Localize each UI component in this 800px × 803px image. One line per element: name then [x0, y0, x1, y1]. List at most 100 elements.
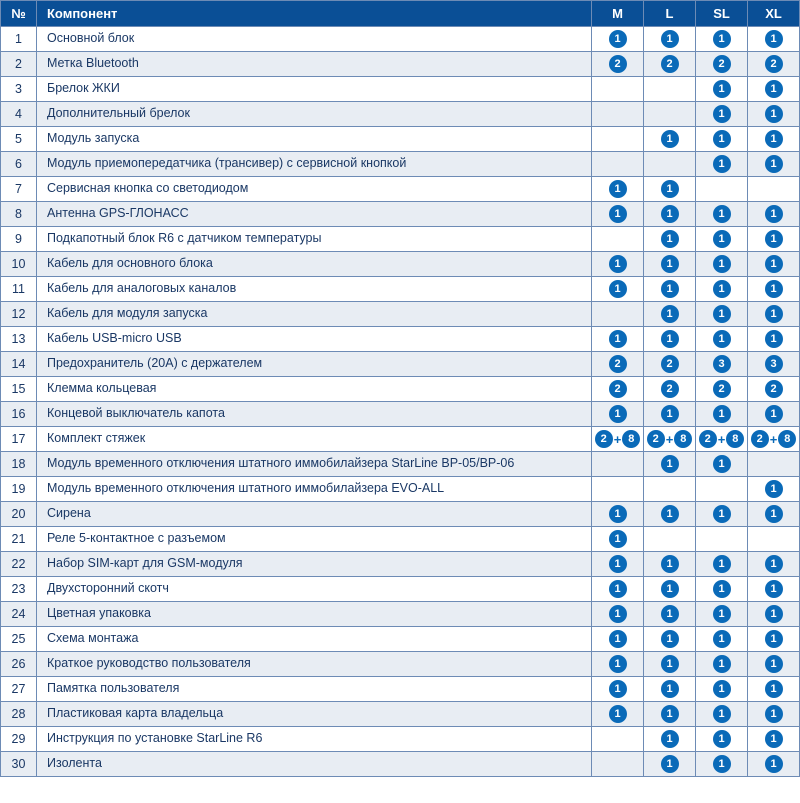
row-value: 1 [644, 702, 696, 727]
row-component: Дополнительный брелок [37, 102, 592, 127]
row-number: 3 [1, 77, 37, 102]
row-value: 1 [748, 327, 800, 352]
row-component: Метка Bluetooth [37, 52, 592, 77]
table-row: 21Реле 5-контактное с разъемом1 [1, 527, 800, 552]
table-row: 9Подкапотный блок R6 с датчиком температ… [1, 227, 800, 252]
header-col-sl: SL [696, 1, 748, 27]
row-number: 14 [1, 352, 37, 377]
row-value: 1 [696, 502, 748, 527]
row-number: 30 [1, 752, 37, 777]
row-value: 1 [748, 577, 800, 602]
header-col-xl: XL [748, 1, 800, 27]
table-row: 24Цветная упаковка1111 [1, 602, 800, 627]
row-value: 2 [592, 52, 644, 77]
row-value: 1 [592, 277, 644, 302]
row-component: Кабель для основного блока [37, 252, 592, 277]
row-value: 1 [644, 577, 696, 602]
row-value [748, 452, 800, 477]
row-value: 1 [644, 177, 696, 202]
row-number: 13 [1, 327, 37, 352]
row-value: 1 [592, 652, 644, 677]
table-row: 5Модуль запуска111 [1, 127, 800, 152]
row-value: 1 [748, 727, 800, 752]
table-row: 13Кабель USB-micro USB1111 [1, 327, 800, 352]
row-number: 8 [1, 202, 37, 227]
table-row: 26Краткое руководство пользователя1111 [1, 652, 800, 677]
row-value [748, 527, 800, 552]
row-value: 1 [592, 27, 644, 52]
row-value: 1 [748, 252, 800, 277]
row-component: Модуль запуска [37, 127, 592, 152]
row-value: 1 [644, 502, 696, 527]
row-value: 1 [696, 277, 748, 302]
row-value [592, 477, 644, 502]
row-number: 18 [1, 452, 37, 477]
row-value [592, 302, 644, 327]
row-number: 12 [1, 302, 37, 327]
row-value: 1 [696, 302, 748, 327]
row-value: 1 [748, 652, 800, 677]
row-value [696, 527, 748, 552]
row-value: 1 [696, 602, 748, 627]
row-value [592, 127, 644, 152]
row-value: 1 [696, 702, 748, 727]
row-value: 2 [644, 52, 696, 77]
row-component: Модуль временного отключения штатного им… [37, 452, 592, 477]
row-component: Кабель для модуля запуска [37, 302, 592, 327]
row-number: 1 [1, 27, 37, 52]
table-row: 23Двухсторонний скотч1111 [1, 577, 800, 602]
row-value: 2 [696, 52, 748, 77]
row-number: 11 [1, 277, 37, 302]
row-number: 27 [1, 677, 37, 702]
table-row: 11Кабель для аналоговых каналов1111 [1, 277, 800, 302]
row-component: Двухсторонний скотч [37, 577, 592, 602]
table-row: 1Основной блок1111 [1, 27, 800, 52]
row-value: 1 [592, 627, 644, 652]
row-value [592, 77, 644, 102]
row-value: 1 [592, 252, 644, 277]
row-value: 1 [696, 552, 748, 577]
row-value: 1 [644, 752, 696, 777]
row-value [644, 477, 696, 502]
row-value [644, 102, 696, 127]
row-value: 1 [644, 552, 696, 577]
row-value: 2 [696, 377, 748, 402]
row-value: 1 [696, 577, 748, 602]
table-row: 30Изолента111 [1, 752, 800, 777]
table-row: 20Сирена1111 [1, 502, 800, 527]
row-value: 1 [696, 227, 748, 252]
header-col-m: M [592, 1, 644, 27]
row-number: 17 [1, 427, 37, 452]
table-row: 12Кабель для модуля запуска111 [1, 302, 800, 327]
row-value: 1 [748, 227, 800, 252]
row-value: 1 [696, 27, 748, 52]
row-value: 1 [592, 177, 644, 202]
row-component: Брелок ЖКИ [37, 77, 592, 102]
table-row: 6Модуль приемопередатчика (трансивер) с … [1, 152, 800, 177]
row-value: 1 [696, 77, 748, 102]
components-table: № Компонент M L SL XL 1Основной блок1111… [0, 0, 800, 777]
row-number: 4 [1, 102, 37, 127]
row-number: 26 [1, 652, 37, 677]
row-component: Модуль временного отключения штатного им… [37, 477, 592, 502]
header-col-l: L [644, 1, 696, 27]
row-value: 1 [696, 727, 748, 752]
row-component: Предохранитель (20А) с держателем [37, 352, 592, 377]
table-row: 2Метка Bluetooth2222 [1, 52, 800, 77]
row-value: 1 [644, 202, 696, 227]
row-value: 1 [644, 27, 696, 52]
row-value: 2 [748, 377, 800, 402]
row-value [644, 77, 696, 102]
row-value: 1 [748, 402, 800, 427]
row-value: 2+8 [748, 427, 800, 452]
row-value: 2 [644, 352, 696, 377]
table-row: 7Сервисная кнопка со светодиодом11 [1, 177, 800, 202]
header-row: № Компонент M L SL XL [1, 1, 800, 27]
row-value: 2 [592, 377, 644, 402]
row-number: 6 [1, 152, 37, 177]
row-number: 5 [1, 127, 37, 152]
table-row: 22Набор SIM-карт для GSM-модуля1111 [1, 552, 800, 577]
row-component: Антенна GPS-ГЛОНАСС [37, 202, 592, 227]
row-value: 1 [748, 202, 800, 227]
row-component: Сервисная кнопка со светодиодом [37, 177, 592, 202]
